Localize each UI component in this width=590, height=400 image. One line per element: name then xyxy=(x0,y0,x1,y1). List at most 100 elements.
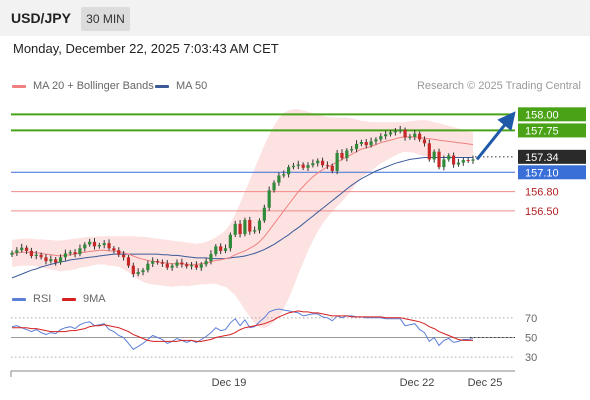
candle-body xyxy=(369,141,373,146)
candle-body xyxy=(194,265,198,268)
candle-body xyxy=(204,261,208,265)
projection-arrow xyxy=(475,111,516,161)
moving-average-layer xyxy=(11,136,474,279)
candle xyxy=(437,148,441,170)
candle-body xyxy=(350,149,354,151)
candle-body xyxy=(189,265,194,267)
candle-body xyxy=(320,160,325,166)
candle-body xyxy=(335,152,339,171)
candle xyxy=(257,218,262,234)
candle-body xyxy=(354,143,359,150)
candle xyxy=(131,262,135,278)
candle-body xyxy=(291,165,296,168)
candle xyxy=(39,252,43,260)
price-tag-bg xyxy=(518,107,586,122)
candle-body xyxy=(155,261,160,263)
candle xyxy=(141,267,145,276)
price-tag-158.00: 158.00 xyxy=(518,107,586,122)
candle-body xyxy=(393,131,397,133)
candle-body xyxy=(209,254,213,262)
candle xyxy=(58,254,63,265)
candle-body xyxy=(272,182,276,191)
candle-body xyxy=(20,247,24,251)
time-axis: Dec 19 Dec 22 Dec 25 xyxy=(10,370,515,389)
candle xyxy=(272,180,276,193)
candle xyxy=(267,186,271,211)
candle-body xyxy=(44,257,48,262)
candle-body xyxy=(311,163,315,166)
candle xyxy=(277,172,281,186)
candle-body xyxy=(330,165,334,171)
candle xyxy=(34,250,38,260)
candle-body xyxy=(345,150,349,159)
candle xyxy=(10,250,14,257)
candle xyxy=(427,139,431,162)
candle xyxy=(282,170,286,178)
candle xyxy=(325,161,330,170)
candle-body xyxy=(228,234,232,249)
candle-body xyxy=(359,142,363,144)
candle-body xyxy=(413,133,417,137)
price-tag-text: 157.75 xyxy=(525,125,559,137)
candle xyxy=(413,129,417,141)
candle-body xyxy=(117,250,121,255)
candle xyxy=(350,146,354,153)
candle xyxy=(442,155,446,171)
candle xyxy=(384,130,388,140)
candle-body xyxy=(451,155,456,165)
candle xyxy=(126,255,131,268)
datetime-label: Monday, December 22, 2025 7:03:43 AM CET xyxy=(13,41,279,56)
candle xyxy=(68,249,72,256)
candle xyxy=(209,250,213,265)
candle xyxy=(359,139,363,147)
candle xyxy=(345,148,349,162)
rsi-label: RSI xyxy=(33,293,52,305)
candle-body xyxy=(422,139,427,144)
candle xyxy=(204,258,208,267)
candle-body xyxy=(257,220,262,231)
candle xyxy=(461,157,465,166)
candle xyxy=(354,140,359,153)
candle xyxy=(335,149,339,175)
rsi-level-label-50: 50 xyxy=(525,333,537,345)
candle-body xyxy=(471,159,475,161)
candle-body xyxy=(160,262,165,264)
candle-body xyxy=(282,174,286,176)
candle-body xyxy=(180,262,184,265)
candle xyxy=(63,249,67,261)
candle xyxy=(136,268,140,277)
candle-body xyxy=(374,139,378,142)
timeframe-button[interactable]: 30 MIN xyxy=(81,7,130,31)
candle xyxy=(146,260,150,273)
candle-body xyxy=(73,252,77,255)
candle-body xyxy=(151,261,155,264)
rsi-panel: 70 50 30 xyxy=(11,308,537,364)
price-tag-156.80: 156.80 xyxy=(525,187,559,199)
candle xyxy=(238,220,242,238)
candle-body xyxy=(243,219,247,235)
candle xyxy=(199,262,203,271)
candle-body xyxy=(384,134,388,137)
candle xyxy=(301,162,305,171)
credit-label: Research © 2025 Trading Central xyxy=(416,80,581,92)
candle-body xyxy=(248,219,252,232)
rsi-swatch xyxy=(12,297,26,301)
bollinger-band-layer xyxy=(12,109,473,329)
ma50-line xyxy=(11,157,473,279)
candle xyxy=(78,244,82,257)
candle-body xyxy=(287,167,291,175)
candle xyxy=(471,155,475,164)
rsi-ma-line xyxy=(12,310,473,342)
candle xyxy=(432,149,436,163)
time-tick-label: Dec 25 xyxy=(468,377,503,389)
candle-body xyxy=(88,241,92,245)
candle xyxy=(287,164,291,178)
candle-body xyxy=(408,136,412,138)
candle xyxy=(29,247,34,259)
candle xyxy=(107,239,111,251)
time-tick-label: Dec 22 xyxy=(400,377,435,389)
candle xyxy=(165,259,169,270)
ma20-swatch xyxy=(12,84,26,88)
candle xyxy=(194,261,198,270)
